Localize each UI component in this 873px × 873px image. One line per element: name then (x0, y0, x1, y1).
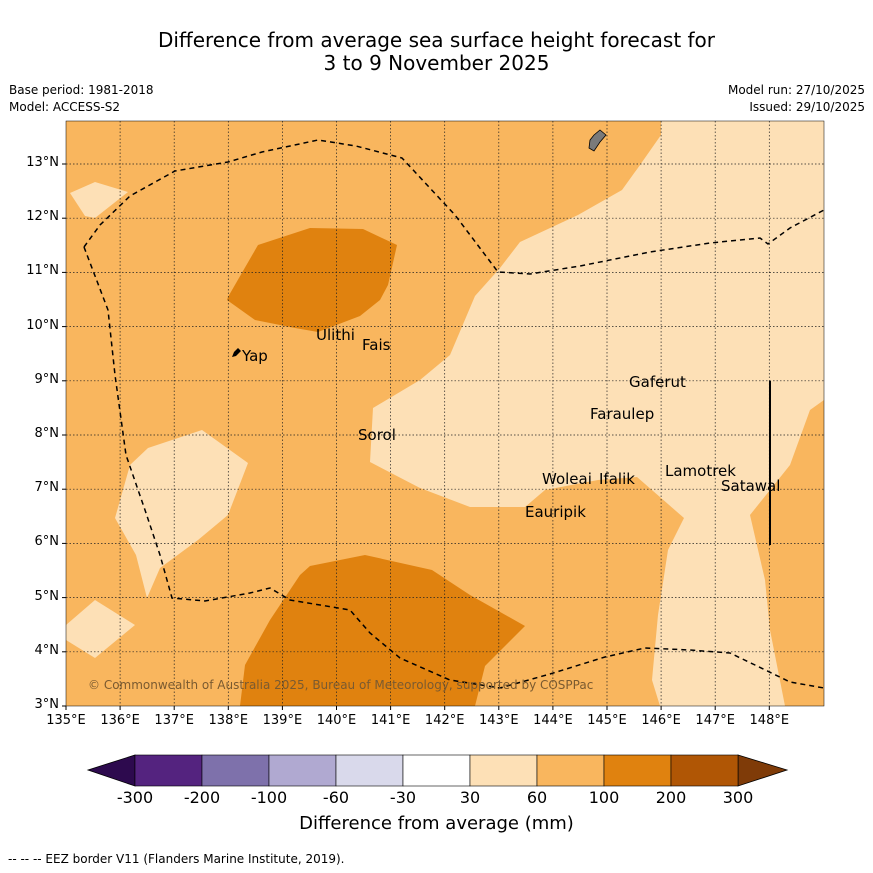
axis-ticks (62, 163, 770, 710)
lon-tick-label: 137°E (154, 713, 194, 728)
title-line-1: Difference from average sea surface heig… (157, 28, 716, 52)
lon-tick-label: 142°E (424, 713, 465, 728)
lat-tick-label: 8°N (34, 426, 60, 441)
lat-tick-label: 11°N (26, 263, 59, 279)
lat-tick-label: 5°N (34, 588, 60, 604)
lon-tick-label: 136°E (100, 713, 140, 728)
colorbar-tick-label: 200 (655, 788, 687, 807)
fill-30-60-southwest (66, 600, 135, 658)
colorbar-bin (201, 754, 270, 787)
lon-tick-label: 141°E (370, 713, 411, 728)
lat-tick-label: 6°N (34, 534, 60, 550)
fill-30-60-northwest (70, 182, 128, 218)
lat-tick-label: 10°N (26, 317, 59, 333)
lat-tick-label: 4°N (34, 642, 60, 658)
lon-tick-label: 135°E (46, 713, 86, 728)
lon-tick-label: 139°E (262, 713, 303, 728)
yap-island (232, 348, 241, 357)
colorbar-tick-label: -100 (250, 788, 288, 807)
colorbar-tick-label: -60 (322, 788, 350, 807)
title-line-2: 3 to 9 November 2025 (323, 51, 550, 75)
guam-island (588, 129, 607, 152)
lat-tick-label: 3°N (34, 697, 60, 712)
colorbar-bin (134, 754, 203, 787)
lat-tick-label: 13°N (26, 155, 59, 170)
lat-tick-label: 12°N (26, 209, 59, 225)
place-label-lamotrek: Lamotrek (665, 462, 736, 480)
place-label-woleai: Woleai (542, 470, 592, 488)
lon-tick-label: 145°E (587, 713, 627, 728)
place-label-satawal: Satawal (721, 477, 781, 495)
colorbar-tick-label: 100 (588, 788, 620, 807)
base-period: Base period: 1981-2018 (9, 83, 154, 97)
fill-100-200-north (227, 228, 397, 332)
place-label-gaferut: Gaferut (629, 373, 686, 391)
copyright-text: © Commonwealth of Australia 2025, Bureau… (88, 678, 594, 692)
lon-tick-label: 143°E (479, 713, 519, 728)
colorbar-tick-label: -30 (389, 788, 417, 807)
colorbar-tick-label: 30 (459, 788, 481, 807)
place-label-faraulep: Faraulep (590, 405, 655, 423)
fill-30-60-east (370, 121, 824, 706)
place-label-fais: Fais (362, 336, 391, 354)
eez-border (83, 139, 825, 689)
colorbar-tick-label: -300 (116, 788, 154, 807)
colorbar-below-min (86, 754, 136, 787)
colorbar-above-max (737, 754, 789, 787)
place-label-yap: Yap (242, 347, 268, 365)
fill-30-60-west (115, 430, 248, 598)
colorbar-bin (335, 754, 404, 787)
model-run: Model run: 27/10/2025 (727, 83, 865, 97)
colorbar-bin (268, 754, 337, 787)
colorbar-tick-label: 300 (722, 788, 754, 807)
colorbar-bin (469, 754, 538, 787)
place-label-ulithi: Ulithi (316, 326, 355, 344)
lon-tick-label: 147°E (695, 713, 735, 728)
colorbar-bin (402, 754, 471, 787)
eez-legend: -- -- -- EEZ border V11 (Flanders Marine… (8, 852, 345, 866)
lon-tick-label: 140°E (316, 713, 357, 728)
colorbar-bin (670, 754, 739, 787)
colorbar-label: Difference from average (mm) (299, 813, 574, 834)
colorbar-bin (603, 754, 672, 787)
lat-tick-label: 7°N (34, 480, 60, 496)
issued-date: Issued: 29/10/2025 (749, 100, 865, 114)
lon-tick-label: 144°E (533, 713, 573, 728)
lon-tick-label: 146°E (641, 713, 681, 728)
model-name: Model: ACCESS-S2 (9, 100, 121, 114)
colorbar-tick-label: 60 (526, 788, 548, 807)
colorbar-tick-label: -200 (183, 788, 221, 807)
lat-tick-label: 9°N (34, 371, 60, 387)
colorbar (86, 754, 789, 787)
fill-100-200-south (240, 555, 525, 706)
place-label-sorol: Sorol (358, 426, 396, 444)
place-label-eauripik: Eauripik (525, 503, 586, 521)
colorbar-bin (536, 754, 605, 787)
lon-tick-label: 148°E (749, 713, 790, 728)
place-label-ifalik: Ifalik (599, 470, 635, 488)
lon-tick-label: 138°E (208, 713, 249, 728)
